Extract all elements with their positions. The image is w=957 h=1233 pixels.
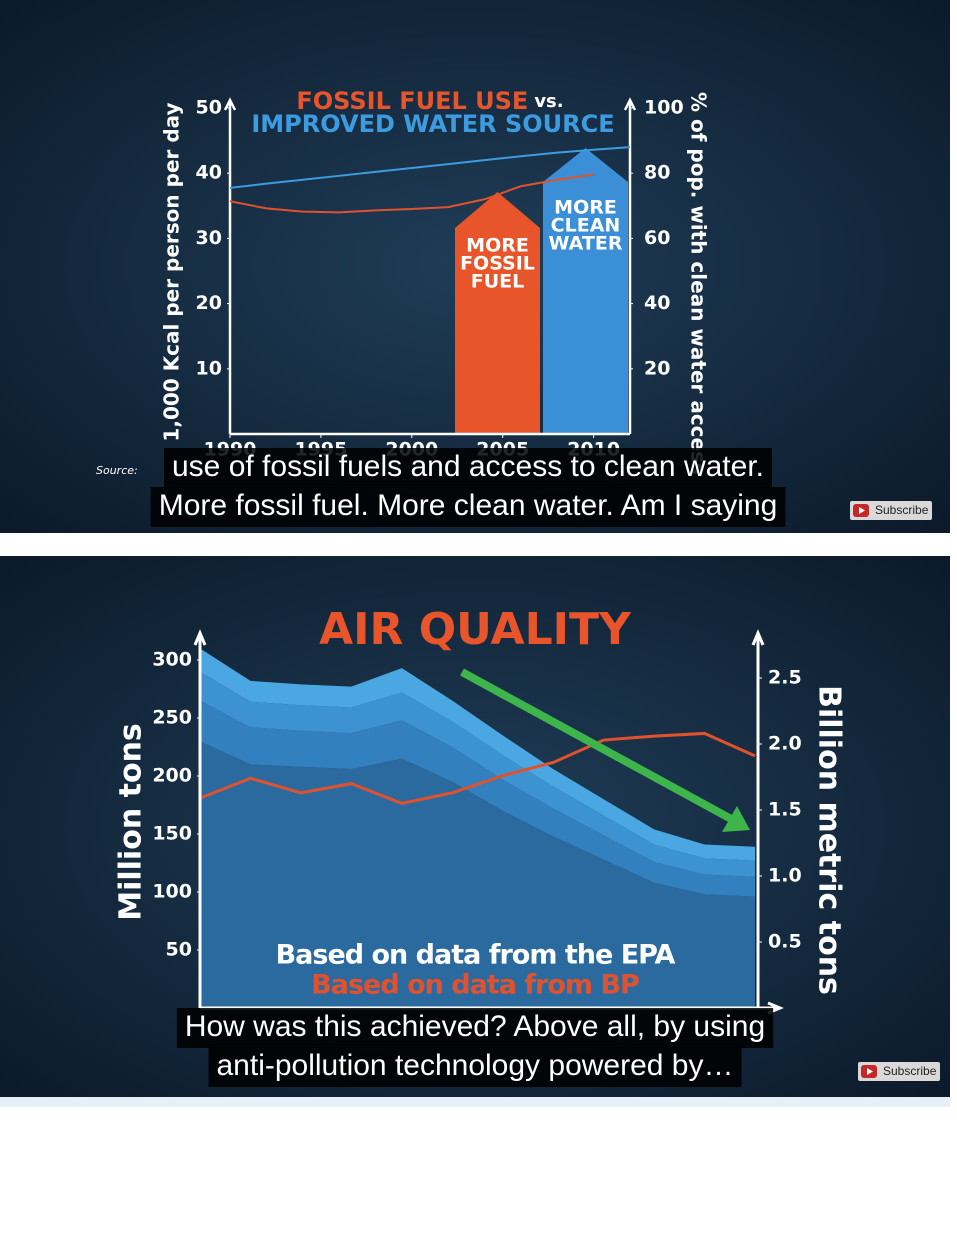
chart-title: FOSSIL FUEL USE vs.	[296, 87, 563, 115]
data-line	[229, 173, 594, 214]
annotation-label: MORE	[554, 197, 617, 219]
y2-tick-label: 1.0	[768, 865, 802, 887]
y2-tick-label: 100	[644, 97, 684, 119]
y-tick-label: 30	[196, 227, 222, 249]
divider	[0, 1097, 950, 1107]
trend-arrowhead	[722, 806, 750, 832]
y-tick-label: 200	[152, 765, 192, 787]
caption: anti-pollution technology powered by…	[217, 1049, 734, 1082]
caption-background	[208, 1047, 742, 1087]
y2-axis-label: % of pop. with clean water access	[687, 92, 711, 475]
stacked-area	[200, 671, 755, 877]
stacked-area	[200, 741, 755, 1008]
annotation-arrow	[455, 192, 540, 434]
caption: How was this achieved? Above all, by usi…	[185, 1010, 765, 1043]
button-label: Subscribe	[875, 503, 929, 517]
y-tick-label: 50	[166, 939, 192, 961]
y2-tick-label: 20	[644, 357, 670, 379]
annotation-label: CLEAN	[551, 215, 621, 237]
caption: More fossil fuel. More clean water. Am I…	[159, 489, 778, 522]
subscribe-button[interactable]: Subscribe	[850, 501, 932, 520]
button-icon-play	[859, 507, 865, 514]
y2-tick-label: 60	[644, 227, 670, 249]
y2-tick-label: 0.5	[768, 931, 802, 953]
annotation-label: FOSSIL	[460, 253, 535, 275]
y-tick-label: 100	[152, 881, 192, 903]
button-background	[858, 1062, 940, 1081]
title-part: vs.	[534, 91, 563, 112]
caption: use of fossil fuels and access to clean …	[172, 450, 764, 483]
y2-tick-label: 2.0	[768, 733, 802, 755]
y2-tick-label: 40	[644, 292, 670, 314]
caption-background	[150, 487, 786, 527]
y-tick-label: 10	[196, 357, 222, 379]
caption-background	[176, 1008, 774, 1048]
axis-line	[223, 97, 237, 434]
axis-line	[751, 629, 765, 1008]
data-line	[199, 731, 756, 805]
chart-subtitle: IMPROVED WATER SOURCE	[251, 110, 614, 138]
y-tick-label: 40	[196, 162, 222, 184]
button-label: Subscribe	[883, 1064, 937, 1078]
trend-arrow	[460, 668, 735, 824]
stacked-area	[200, 648, 755, 861]
caption-background	[164, 448, 772, 488]
subscribe-button[interactable]: Subscribe	[858, 1062, 940, 1081]
chart-title: AIR QUALITY	[319, 604, 632, 655]
y-tick-label: 300	[152, 649, 192, 671]
stacked-area	[200, 700, 755, 897]
source-note: Based on data from the EPA	[276, 940, 676, 971]
y-axis-label: 1,000 Kcal per person per day	[160, 102, 184, 441]
annotation-label: MORE	[466, 235, 529, 257]
y-tick-label: 20	[196, 292, 222, 314]
annotation-arrow	[543, 148, 628, 434]
button-background	[850, 501, 932, 520]
annotation-label: WATER	[549, 233, 623, 255]
button-icon-play	[867, 1068, 873, 1075]
axis-line	[193, 629, 207, 1008]
y2-tick-label: 80	[644, 162, 670, 184]
source-label: Source:	[96, 464, 138, 477]
y2-tick-label: 2.5	[768, 667, 802, 689]
y-tick-label: 150	[152, 823, 192, 845]
data-line	[229, 146, 631, 189]
annotation-label: FUEL	[471, 271, 525, 293]
source-note: Based on data from BP	[311, 970, 639, 1001]
y-axis-label: Million tons	[114, 723, 149, 921]
y-tick-label: 250	[152, 707, 192, 729]
title-part: FOSSIL FUEL USE	[296, 87, 528, 115]
y2-tick-label: 1.5	[768, 799, 802, 821]
y-tick-label: 50	[196, 97, 222, 119]
y2-axis-label: Billion metric tons	[812, 685, 847, 995]
axis-line	[623, 97, 637, 434]
